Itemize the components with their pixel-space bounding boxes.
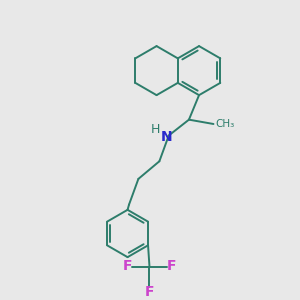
Text: H: H	[151, 123, 160, 136]
Text: F: F	[122, 259, 132, 273]
Text: N: N	[160, 130, 172, 144]
Text: F: F	[145, 285, 154, 299]
Text: F: F	[167, 259, 176, 273]
Text: CH₃: CH₃	[216, 119, 235, 129]
